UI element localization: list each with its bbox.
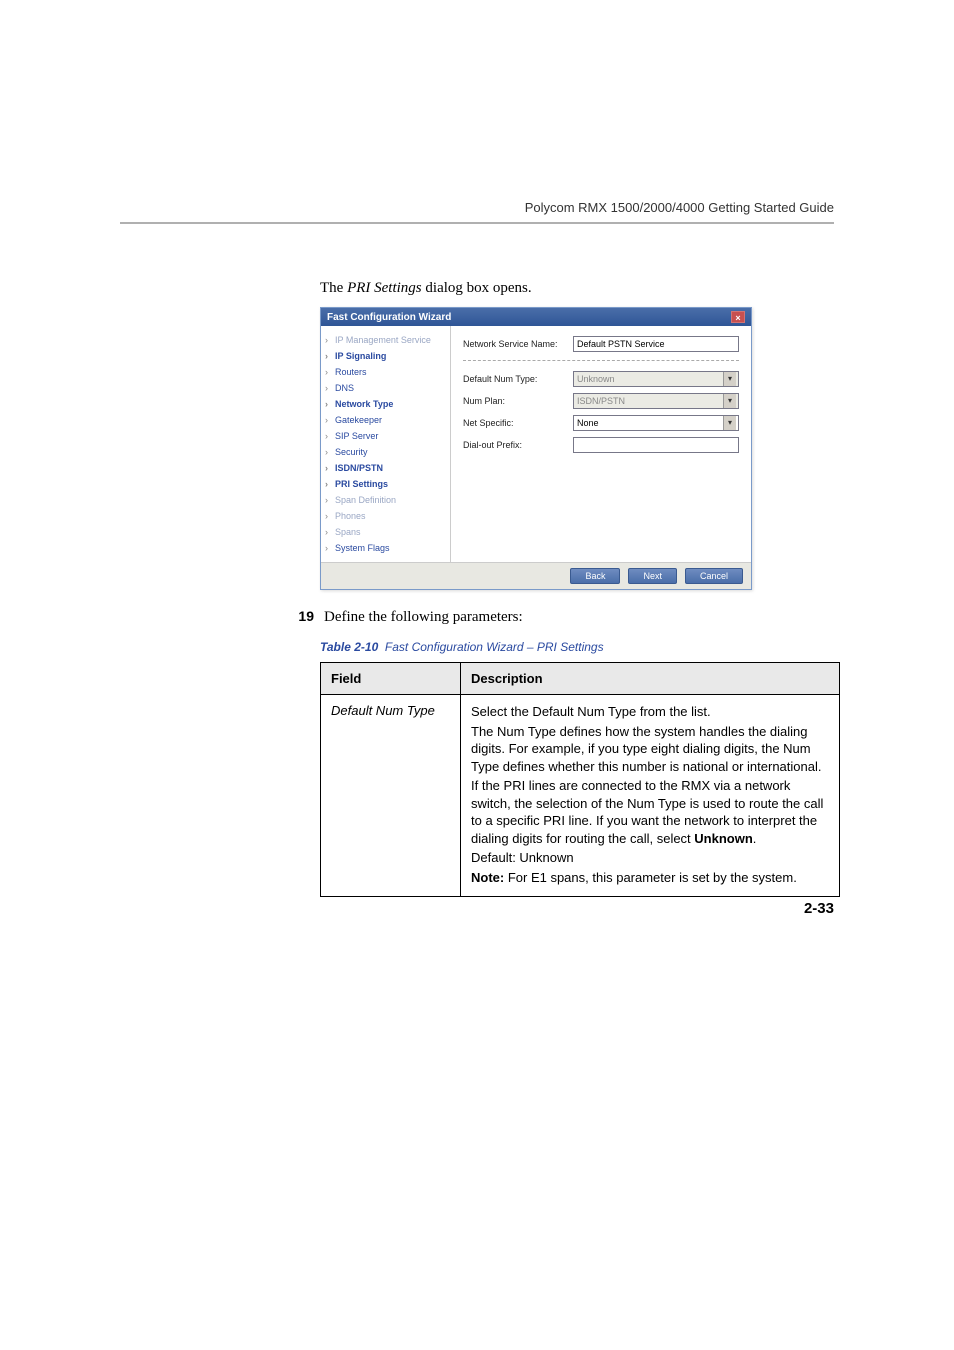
dialog-nav: IP Management Service IP Signaling Route…: [321, 326, 451, 562]
nav-dns[interactable]: DNS: [325, 380, 446, 396]
next-button[interactable]: Next: [628, 568, 677, 584]
num-plan-label: Num Plan:: [463, 396, 573, 406]
nav-sip-server[interactable]: SIP Server: [325, 428, 446, 444]
nav-ip-signaling[interactable]: IP Signaling: [325, 348, 446, 364]
dial-out-prefix-input[interactable]: [573, 437, 739, 453]
field-description: Select the Default Num Type from the lis…: [461, 695, 840, 897]
nav-pri-settings[interactable]: PRI Settings: [325, 476, 446, 492]
nav-spans[interactable]: Spans: [325, 524, 446, 540]
close-icon[interactable]: ×: [731, 311, 745, 323]
table-row: Default Num Type Select the Default Num …: [321, 695, 840, 897]
nav-security[interactable]: Security: [325, 444, 446, 460]
nav-isdn-pstn[interactable]: ISDN/PSTN: [325, 460, 446, 476]
table-caption-title: Fast Configuration Wizard – PRI Settings: [385, 640, 604, 654]
field-name: Default Num Type: [321, 695, 461, 897]
desc-p4: Default: Unknown: [471, 849, 829, 867]
intro-italic: PRI Settings: [347, 280, 422, 296]
desc-p5b: For E1 spans, this parameter is set by t…: [504, 870, 797, 885]
table-caption: Table 2-10 Fast Configuration Wizard – P…: [320, 640, 840, 654]
service-name-input[interactable]: Default PSTN Service: [573, 336, 739, 352]
num-plan-select[interactable]: ISDN/PSTN: [573, 393, 739, 409]
desc-p5a: Note:: [471, 870, 504, 885]
intro-suffix: dialog box opens.: [422, 280, 532, 296]
nav-system-flags[interactable]: System Flags: [325, 540, 446, 556]
desc-p2: The Num Type defines how the system hand…: [471, 723, 829, 776]
desc-p3b: Unknown: [694, 831, 753, 846]
step-text: Define the following parameters:: [324, 609, 523, 626]
dial-out-prefix-label: Dial-out Prefix:: [463, 440, 573, 450]
col-description: Description: [461, 663, 840, 695]
step-number: 19: [292, 608, 314, 624]
dialog-titlebar: Fast Configuration Wizard ×: [321, 308, 751, 326]
nav-gatekeeper[interactable]: Gatekeeper: [325, 412, 446, 428]
intro-prefix: The: [320, 280, 347, 296]
default-num-type-select[interactable]: Unknown: [573, 371, 739, 387]
pri-settings-table: Field Description Default Num Type Selec…: [320, 662, 840, 897]
form-separator: [463, 360, 739, 361]
fast-config-dialog: Fast Configuration Wizard × IP Managemen…: [320, 307, 752, 590]
page-number: 2-33: [804, 900, 834, 917]
nav-phones[interactable]: Phones: [325, 508, 446, 524]
cancel-button[interactable]: Cancel: [685, 568, 743, 584]
intro-text: The PRI Settings dialog box opens.: [320, 280, 840, 297]
default-num-type-label: Default Num Type:: [463, 374, 573, 384]
step-line: 19 Define the following parameters:: [292, 608, 840, 626]
dialog-title-text: Fast Configuration Wizard: [327, 312, 451, 323]
dialog-form: Network Service Name: Default PSTN Servi…: [451, 326, 751, 562]
back-button[interactable]: Back: [570, 568, 620, 584]
desc-p3: If the PRI lines are connected to the RM…: [471, 777, 829, 847]
nav-span-def[interactable]: Span Definition: [325, 492, 446, 508]
desc-p3c: .: [753, 831, 757, 846]
col-field: Field: [321, 663, 461, 695]
nav-network-type[interactable]: Network Type: [325, 396, 446, 412]
dialog-footer: Back Next Cancel: [321, 562, 751, 589]
desc-p1: Select the Default Num Type from the lis…: [471, 703, 829, 721]
table-caption-num: Table 2-10: [320, 640, 378, 654]
net-specific-select[interactable]: None: [573, 415, 739, 431]
nav-ip-mgmt[interactable]: IP Management Service: [325, 332, 446, 348]
net-specific-label: Net Specific:: [463, 418, 573, 428]
desc-p3a: If the PRI lines are connected to the RM…: [471, 778, 823, 846]
desc-p5: Note: For E1 spans, this parameter is se…: [471, 869, 829, 887]
nav-routers[interactable]: Routers: [325, 364, 446, 380]
service-name-label: Network Service Name:: [463, 339, 573, 349]
doc-header-title: Polycom RMX 1500/2000/4000 Getting Start…: [525, 200, 834, 215]
header-rule: [120, 222, 834, 224]
